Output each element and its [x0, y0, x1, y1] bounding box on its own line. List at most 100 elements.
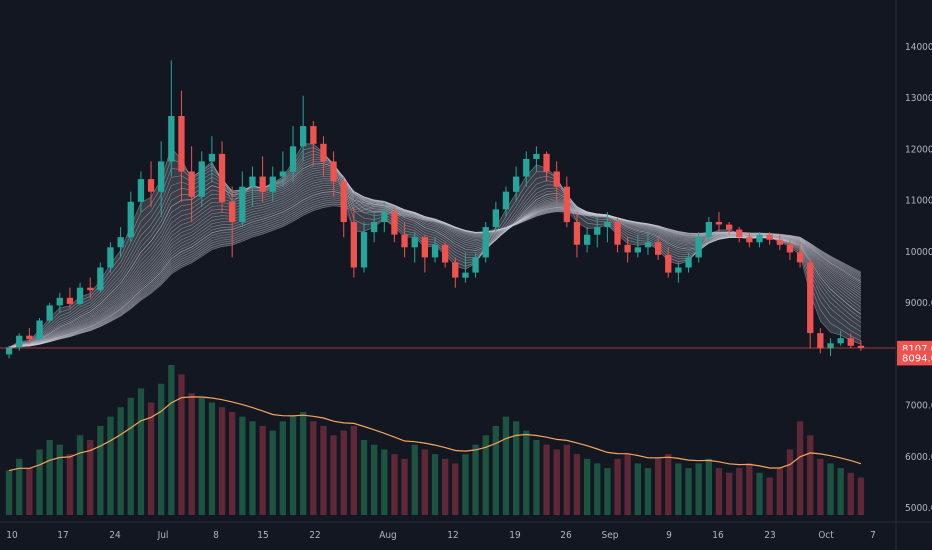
- volume-bar: [746, 463, 753, 515]
- ribbon-line: [9, 184, 862, 348]
- volume-bar: [401, 458, 408, 516]
- candle-body: [66, 297, 74, 304]
- volume-bar: [796, 421, 804, 516]
- volume-bar: [249, 421, 256, 516]
- candle-body: [26, 335, 33, 340]
- volume-bar: [584, 458, 591, 516]
- volume-bar: [360, 440, 368, 515]
- ribbon-line: [9, 158, 862, 348]
- volume-bar: [452, 463, 459, 515]
- candle-body: [401, 234, 408, 248]
- candle-body: [178, 116, 185, 172]
- candle-body: [644, 242, 652, 248]
- candle-body: [857, 345, 865, 348]
- volume-bar: [127, 397, 134, 515]
- candle-body: [198, 161, 205, 197]
- candle-body: [117, 237, 124, 248]
- volume-bar: [158, 383, 165, 516]
- volume-bar: [594, 463, 601, 515]
- candle-body: [36, 320, 43, 340]
- candle-body: [472, 257, 479, 273]
- candle-body: [188, 171, 195, 197]
- ribbon-line: [9, 178, 862, 348]
- volume-bar: [279, 421, 286, 516]
- candle-body: [614, 222, 621, 245]
- volume-bar: [563, 444, 570, 515]
- candle-body: [563, 186, 570, 223]
- volume-bar: [188, 393, 195, 515]
- ribbon-line: [9, 175, 862, 348]
- volume-bar: [513, 421, 520, 516]
- volume-bar: [218, 407, 226, 515]
- ribbon-line: [9, 173, 862, 348]
- volume-bar: [553, 449, 560, 515]
- volume-bar: [5, 470, 13, 515]
- candle-body: [279, 171, 286, 177]
- volume-bars: [5, 365, 865, 516]
- ribbon-line: [9, 191, 862, 348]
- candle-body: [837, 338, 844, 344]
- candle-body: [158, 161, 165, 192]
- candle-body: [107, 247, 114, 268]
- candle-body: [310, 126, 317, 144]
- candle-body: [442, 244, 449, 263]
- ribbon-line: [9, 165, 862, 348]
- volume-bar: [147, 402, 155, 515]
- volume-bar: [726, 472, 733, 515]
- time-axis-label: Sep: [602, 530, 619, 541]
- volume-bar: [857, 477, 865, 515]
- candle-body: [239, 186, 246, 223]
- ribbon-line: [9, 193, 862, 348]
- volume-bar: [178, 374, 185, 515]
- volume-bar: [695, 463, 702, 515]
- volume-bar: [736, 468, 743, 515]
- candle-body: [350, 222, 357, 268]
- candle-body: [452, 262, 459, 278]
- time-axis-label: 15: [257, 530, 268, 541]
- candle-body: [665, 254, 672, 273]
- candle-body: [269, 176, 276, 192]
- volume-bar: [137, 388, 145, 515]
- price-axis-label: 13000.0: [905, 93, 932, 104]
- time-axis-label: 19: [509, 530, 521, 541]
- candle-body: [168, 116, 175, 162]
- time-axis-label: 7: [870, 530, 876, 541]
- time-axis-label: 10: [6, 530, 18, 541]
- candle-body: [371, 222, 378, 233]
- volume-bar: [523, 430, 530, 515]
- volume-bar: [827, 463, 834, 515]
- candle-body: [431, 244, 439, 258]
- volume-bar: [492, 425, 499, 515]
- volume-bar: [685, 468, 692, 515]
- time-axis-label: 12: [447, 530, 458, 541]
- price-axis-label: 11000.0: [905, 196, 932, 207]
- candle-body: [360, 232, 368, 268]
- volume-bar: [198, 397, 205, 515]
- ribbon-line: [9, 199, 862, 348]
- time-axis-label: 17: [57, 530, 68, 541]
- volume-bar: [350, 425, 357, 515]
- volume-bar: [431, 454, 439, 515]
- volume-bar: [644, 468, 652, 515]
- volume-bar: [76, 435, 84, 515]
- ribbon-line: [9, 167, 862, 348]
- second-price-tag: [897, 350, 932, 366]
- volume-bar: [66, 454, 74, 515]
- candle-body: [16, 335, 23, 348]
- candle-body: [87, 287, 94, 291]
- ribbon-line: [9, 201, 862, 348]
- candle-body: [766, 234, 773, 240]
- volume-bar: [847, 472, 854, 515]
- ribbon-line: [9, 191, 862, 348]
- candle-body: [746, 237, 753, 243]
- time-axis-label: 8: [213, 530, 219, 541]
- candle-body: [421, 237, 428, 258]
- candle-body: [502, 191, 510, 210]
- volume-bar: [502, 416, 510, 515]
- candle-body: [5, 347, 13, 355]
- volume-bar: [786, 449, 794, 515]
- candle-body: [218, 153, 226, 202]
- volume-bar: [381, 449, 388, 515]
